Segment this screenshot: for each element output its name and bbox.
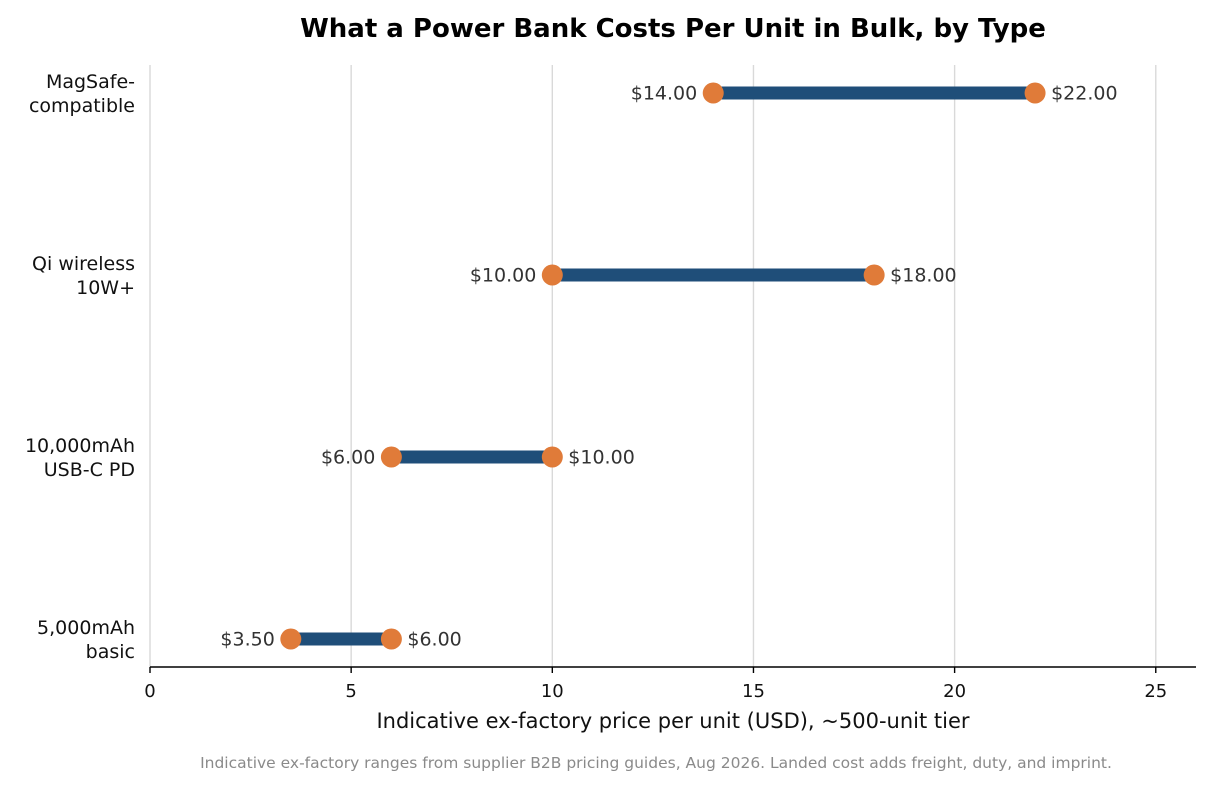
category-label-line: 10,000mAh <box>25 435 135 457</box>
category-labels: MagSafe-compatible Qi wireless 10W+ 10,000m… <box>25 71 135 663</box>
low-point <box>541 264 563 286</box>
x-tick-label: 10 <box>541 681 564 702</box>
category-label-line: USB-C PD <box>44 459 135 481</box>
category-label-line: 5,000mAh <box>37 617 135 639</box>
high-value-label: $6.00 <box>407 629 461 651</box>
x-tick-label: 25 <box>1144 681 1167 702</box>
category-label: MagSafe-compatible <box>29 71 135 117</box>
high-point <box>541 446 563 468</box>
x-tick-label: 0 <box>144 681 155 702</box>
x-tick-label: 20 <box>943 681 966 702</box>
category-label-line: basic <box>86 641 135 663</box>
x-axis: 0 5 10 15 20 25 <box>144 666 1196 702</box>
category-label-line: compatible <box>29 95 135 117</box>
high-value-label: $22.00 <box>1051 83 1117 105</box>
x-tick-label: 15 <box>742 681 765 702</box>
category-label-line: Qi wireless <box>32 253 135 275</box>
category-label: 5,000mAh basic <box>37 617 135 663</box>
low-point <box>280 628 302 650</box>
high-point <box>380 628 402 650</box>
category-label: 10,000mAh USB-C PD <box>25 435 135 481</box>
category-label-line: 10W+ <box>76 277 135 299</box>
low-value-label: $14.00 <box>631 83 697 105</box>
footnote: Indicative ex-factory ranges from suppli… <box>200 754 1112 772</box>
high-point <box>1024 82 1046 104</box>
chart-title: What a Power Bank Costs Per Unit in Bulk… <box>300 14 1046 44</box>
low-value-label: $6.00 <box>321 447 375 469</box>
low-point <box>380 446 402 468</box>
high-value-label: $10.00 <box>568 447 634 469</box>
low-value-label: $3.50 <box>220 629 274 651</box>
category-label: Qi wireless 10W+ <box>32 253 135 299</box>
category-label-line: MagSafe- <box>46 71 135 93</box>
high-value-label: $18.00 <box>890 265 956 287</box>
high-point <box>863 264 885 286</box>
low-value-label: $10.00 <box>470 265 536 287</box>
x-tick-label: 5 <box>345 681 356 702</box>
low-point <box>702 82 724 104</box>
x-axis-label: Indicative ex-factory price per unit (US… <box>376 709 969 733</box>
grid-lines <box>149 65 1157 667</box>
range-marks: $14.00 $22.00 $10.00 $18.00 $6.00 $10.00 $3.50… <box>220 82 1118 651</box>
